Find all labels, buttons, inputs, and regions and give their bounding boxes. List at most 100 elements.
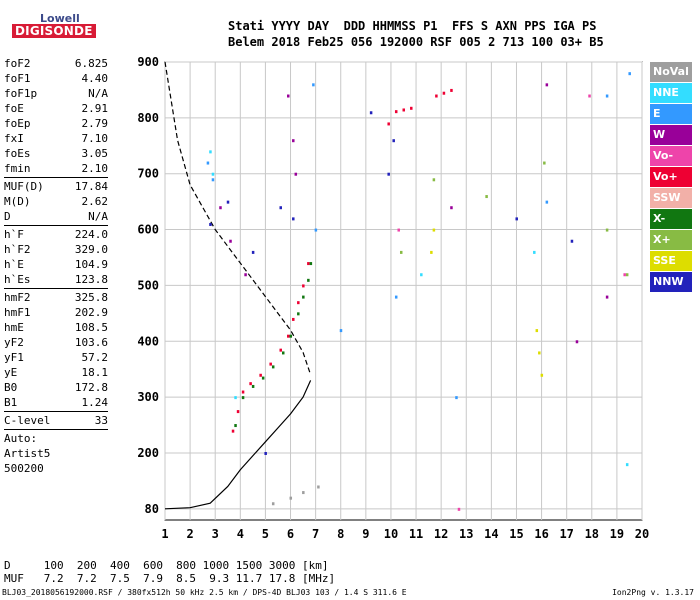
param-name: fxI xyxy=(4,132,24,145)
param-row: Auto: xyxy=(4,431,108,446)
point-nne xyxy=(209,150,212,154)
point-x- xyxy=(605,228,609,232)
point-x- xyxy=(281,351,285,355)
param-value: 104.9 xyxy=(74,258,108,271)
point-w xyxy=(244,273,247,277)
point-sse xyxy=(538,351,541,355)
param-value: N/A xyxy=(88,210,108,223)
legend-item-x-: X- xyxy=(650,209,692,229)
point-nnw xyxy=(392,139,395,143)
legend-item-vo-: Vo+ xyxy=(650,167,692,187)
param-row: foF1p N/A xyxy=(4,86,108,101)
point-w xyxy=(450,206,453,210)
param-row: h`F 224.0 xyxy=(4,227,108,242)
x-tick-label: 6 xyxy=(287,527,294,541)
x-tick-label: 12 xyxy=(434,527,448,541)
point-vo- xyxy=(442,91,446,95)
solid-profile-line xyxy=(164,380,312,510)
param-name: M(D) xyxy=(4,195,31,208)
param-name: Auto: xyxy=(4,432,38,445)
x-tick-label: 10 xyxy=(384,527,398,541)
point-x- xyxy=(261,376,265,380)
x-tick-label: 5 xyxy=(262,527,269,541)
y-tick-label: 300 xyxy=(137,390,159,404)
plot-frame xyxy=(164,61,643,521)
param-name: foE xyxy=(4,102,24,115)
point-nnw xyxy=(570,239,574,243)
point-e xyxy=(455,396,458,400)
point-x- xyxy=(309,262,313,266)
param-separator xyxy=(4,177,108,178)
dashed-profile-line xyxy=(164,61,312,375)
point-e xyxy=(394,295,398,299)
param-value: 172.8 xyxy=(74,381,108,394)
param-row: yF1 57.2 xyxy=(4,350,108,365)
param-value: 108.5 xyxy=(74,321,108,334)
point-vo- xyxy=(307,262,310,266)
param-name: yE xyxy=(4,366,18,379)
legend-item-w: W xyxy=(650,125,692,145)
param-value: 2.79 xyxy=(81,117,109,130)
point-sse xyxy=(540,373,544,377)
point-vo- xyxy=(387,122,390,126)
x-tick-label: 7 xyxy=(312,527,319,541)
header-labels: Stati YYYY DAY DDD HHMMSS P1 FFS S AXN P… xyxy=(228,19,597,33)
param-value: 1.24 xyxy=(81,396,109,409)
param-row: D N/A xyxy=(4,209,108,224)
param-name: hmF1 xyxy=(4,306,31,319)
legend-item-nnw: NNW xyxy=(650,272,692,292)
point-w xyxy=(292,139,295,143)
x-tick-label: 2 xyxy=(186,527,193,541)
param-value: 123.8 xyxy=(74,273,108,286)
param-value: 2.10 xyxy=(81,162,109,175)
param-value: 329.0 xyxy=(74,243,108,256)
legend-item-nne: NNE xyxy=(650,83,692,103)
param-name: h`F2 xyxy=(4,243,31,256)
param-row: yF2 103.6 xyxy=(4,335,108,350)
point-nnw xyxy=(251,250,255,254)
y-tick-label: 800 xyxy=(137,111,159,125)
x-tick-label: 4 xyxy=(237,527,244,541)
param-value: 18.1 xyxy=(81,366,109,379)
param-value: 2.91 xyxy=(81,102,109,115)
param-row: h`Es 123.8 xyxy=(4,272,108,287)
param-value: 57.2 xyxy=(81,351,109,364)
x-tick-label: 15 xyxy=(509,527,523,541)
param-value: N/A xyxy=(88,87,108,100)
point-vo- xyxy=(259,373,262,377)
version-label: Ion2Png v. 1.3.17 xyxy=(612,588,694,597)
y-tick-label: 200 xyxy=(137,446,159,460)
point-w xyxy=(287,94,290,98)
param-name: yF1 xyxy=(4,351,24,364)
point-nnw xyxy=(279,206,282,210)
x-tick-label: 17 xyxy=(559,527,573,541)
legend-item-noval: NoVal xyxy=(650,62,692,82)
point-nne xyxy=(625,463,629,467)
param-name: foEs xyxy=(4,147,31,160)
point-x- xyxy=(234,424,237,428)
point-e xyxy=(545,200,549,204)
x-tick-label: 11 xyxy=(409,527,423,541)
point-nne xyxy=(211,172,215,176)
legend-item-vo-: Vo- xyxy=(650,146,692,166)
point-nnw xyxy=(209,222,212,226)
point-sse xyxy=(535,329,539,333)
point-vo- xyxy=(623,273,626,277)
param-value: 7.10 xyxy=(81,132,109,145)
param-name: B0 xyxy=(4,381,18,394)
point-nne xyxy=(234,396,237,400)
param-name: foEp xyxy=(4,117,31,130)
point-x- xyxy=(271,365,275,369)
point-vo- xyxy=(402,108,405,112)
logo-lowell: Lowell xyxy=(40,12,80,25)
point-e xyxy=(206,161,210,165)
param-row: foF2 6.825 xyxy=(4,56,108,71)
point-vo- xyxy=(435,94,438,98)
param-row: Artist5 xyxy=(4,446,108,461)
param-name: B1 xyxy=(4,396,18,409)
y-tick-label: 500 xyxy=(137,278,159,292)
point-e xyxy=(628,72,631,76)
param-row: foEp 2.79 xyxy=(4,116,108,131)
param-value: 325.8 xyxy=(74,291,108,304)
point-vo- xyxy=(241,390,245,394)
